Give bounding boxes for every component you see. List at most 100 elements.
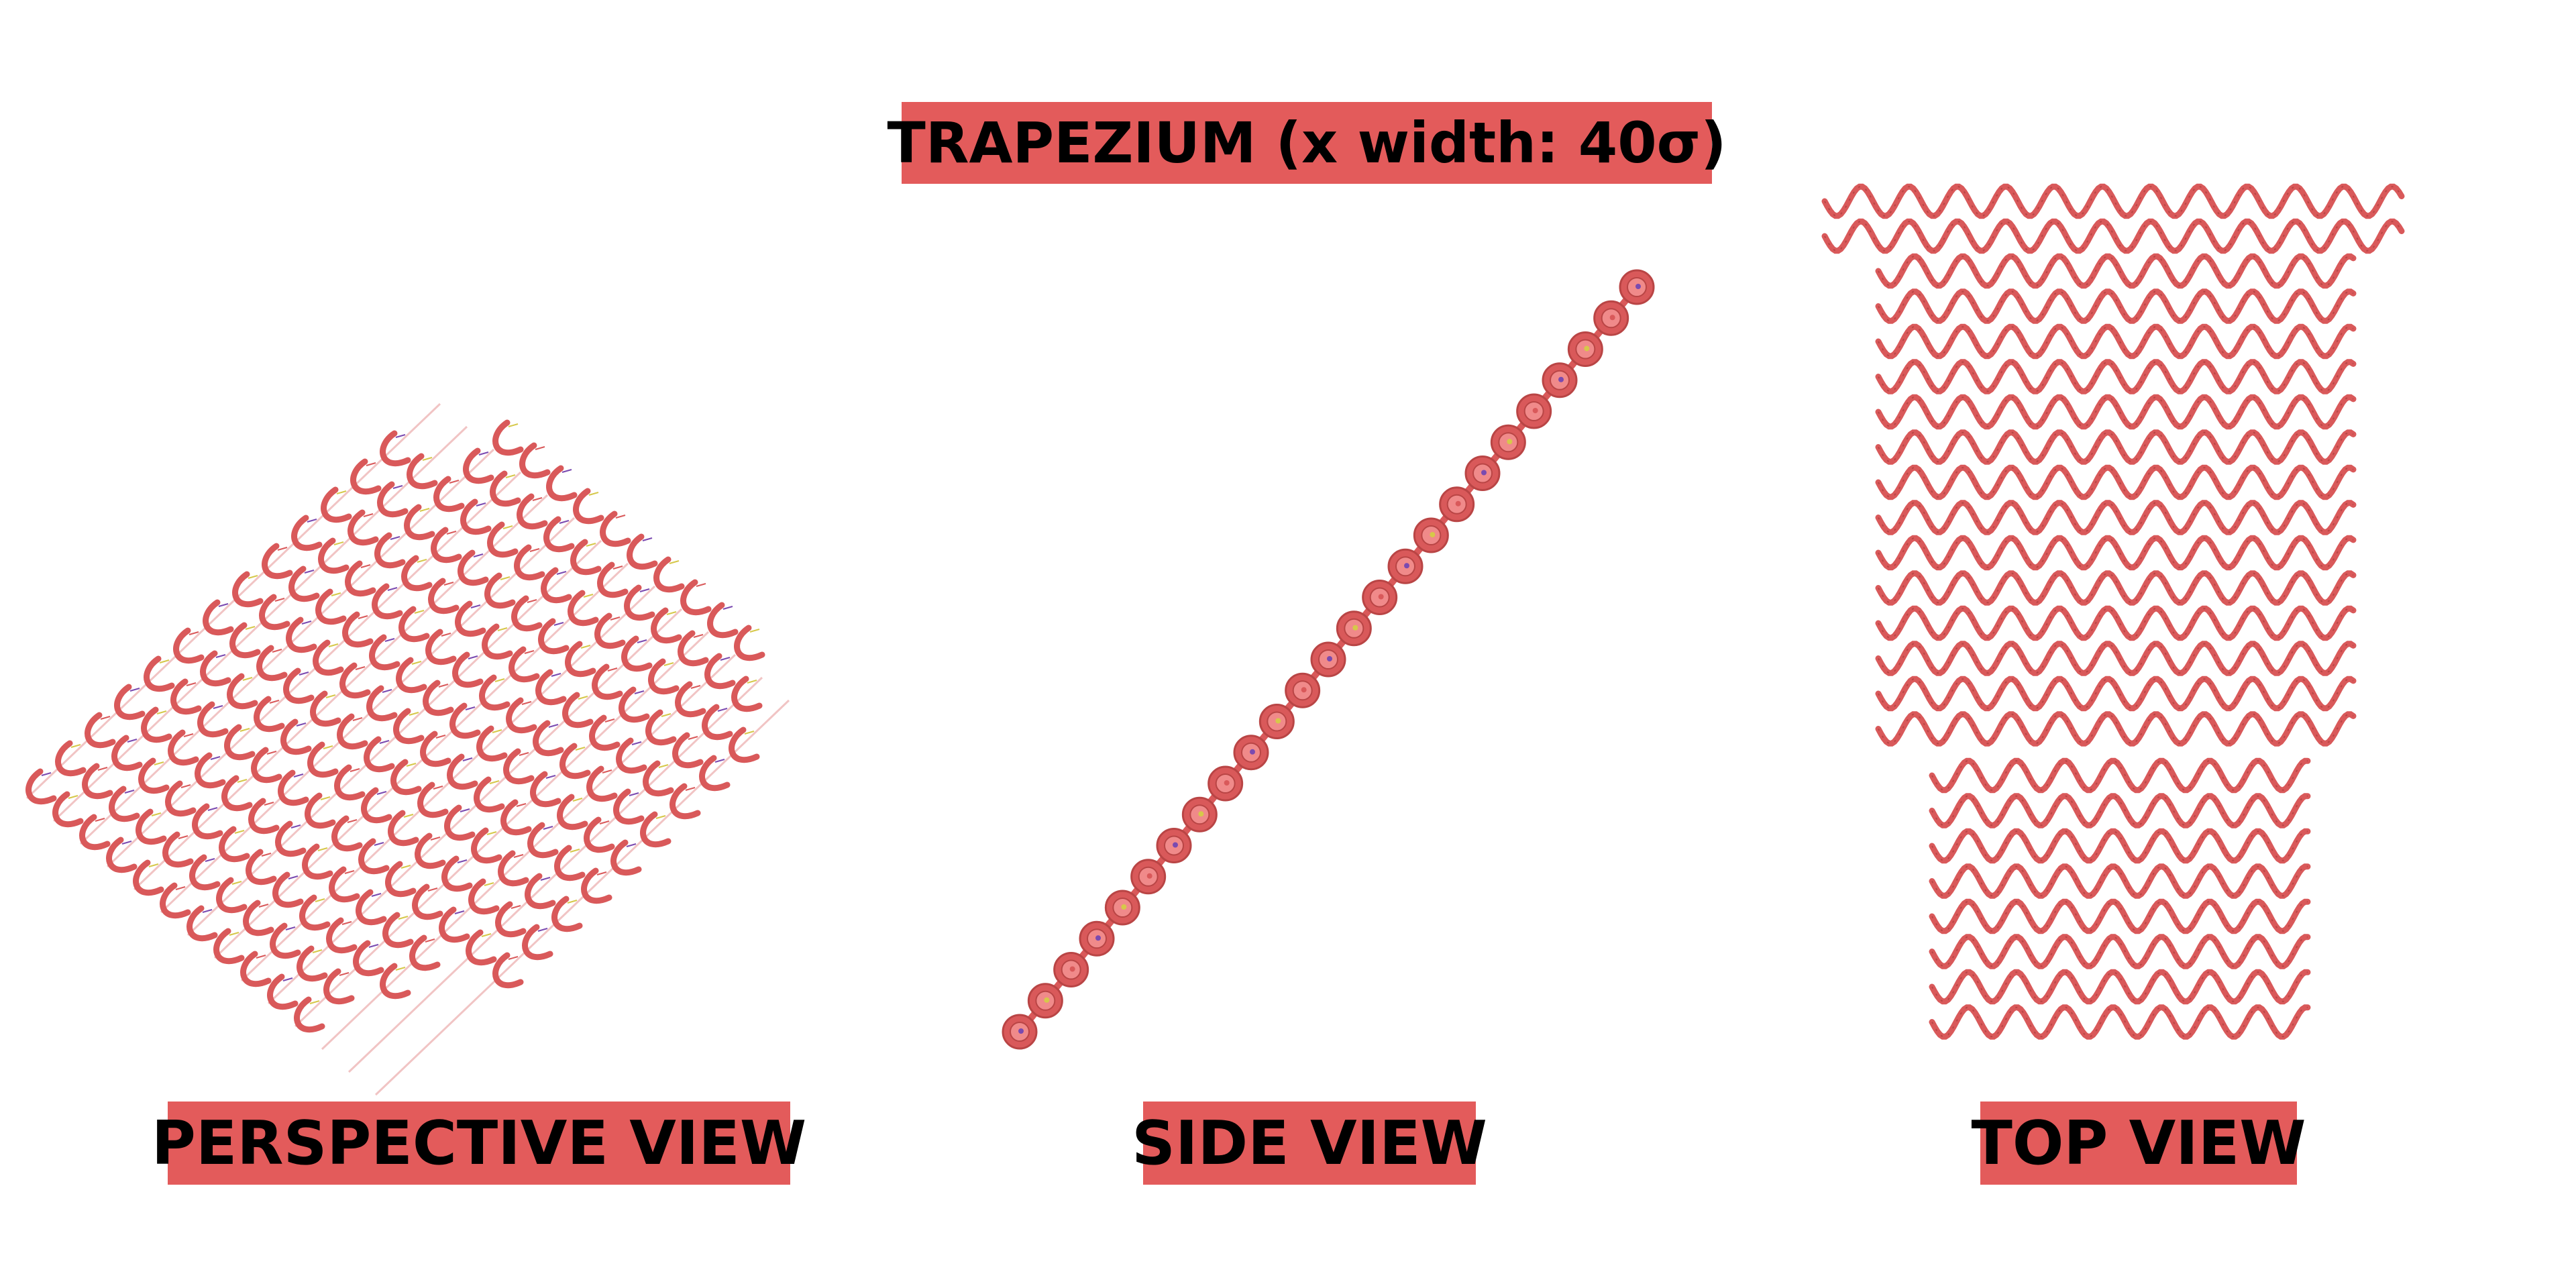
perspective-basepair xyxy=(626,843,637,847)
perspective-basepair xyxy=(186,682,197,686)
perspective-basepair xyxy=(183,733,194,737)
perspective-basepair xyxy=(234,830,245,834)
perspective-basepair xyxy=(588,492,599,496)
perspective-basepair xyxy=(70,744,81,748)
perspective-arc xyxy=(291,515,323,551)
perspective-basepair xyxy=(237,779,248,783)
perspective-arc xyxy=(557,794,588,830)
perspective-basepair xyxy=(567,900,578,904)
perspective-arc xyxy=(675,681,706,718)
perspective-basepair xyxy=(524,650,535,654)
perspective-arc xyxy=(114,684,146,720)
perspective-basepair xyxy=(508,423,519,427)
perspective-basepair xyxy=(178,835,189,839)
top-strand-row xyxy=(1875,464,2357,500)
perspective-basepair xyxy=(180,784,191,788)
perspective-basepair xyxy=(360,564,371,568)
perspective-basepair xyxy=(631,741,642,745)
perspective-strand xyxy=(347,676,763,1073)
perspective-arc xyxy=(297,945,328,982)
perspective-arc xyxy=(562,692,594,729)
top-strand-row xyxy=(1875,570,2357,606)
side-helix-basepair xyxy=(1224,780,1230,786)
perspective-arc xyxy=(85,712,116,749)
perspective-arc xyxy=(463,447,494,484)
perspective-basepair xyxy=(586,543,596,547)
perspective-arc xyxy=(278,769,309,806)
perspective-basepair xyxy=(532,497,543,501)
perspective-arc xyxy=(498,850,529,887)
perspective-strand xyxy=(25,402,441,800)
perspective-arc xyxy=(680,579,712,616)
perspective-arc xyxy=(380,430,411,467)
perspective-basepair xyxy=(443,582,454,586)
perspective-basepair xyxy=(379,740,390,744)
perspective-basepair xyxy=(722,606,733,610)
perspective-basepair xyxy=(427,888,438,892)
perspective-basepair xyxy=(325,694,336,698)
perspective-arc xyxy=(425,629,457,665)
perspective-basepair xyxy=(148,863,159,867)
perspective-arc xyxy=(458,549,489,586)
perspective-arc xyxy=(653,556,685,593)
perspective-arc xyxy=(616,737,647,774)
top-strand-row xyxy=(1821,218,2405,254)
side-helix-basepair xyxy=(1507,439,1513,445)
perspective-arc xyxy=(592,663,623,700)
top-strand-row xyxy=(1929,898,2311,934)
side-helix-basepair xyxy=(1301,687,1307,693)
top-strand-row xyxy=(1875,253,2357,289)
perspective-basepair xyxy=(202,909,213,913)
perspective-arc xyxy=(270,922,301,959)
perspective-basepair xyxy=(511,905,521,909)
perspective-arc xyxy=(288,566,320,602)
perspective-basepair xyxy=(256,955,266,959)
perspective-arc xyxy=(337,713,368,750)
diagram-title: TRAPEZIUM (x width: 40σ) xyxy=(888,102,1727,184)
perspective-arc xyxy=(353,940,384,977)
perspective-basepair xyxy=(457,859,468,863)
perspective-basepair xyxy=(543,826,553,830)
perspective-view-lattice xyxy=(25,402,790,1096)
perspective-basepair xyxy=(570,849,580,853)
top-strand-row xyxy=(1875,429,2357,465)
perspective-basepair xyxy=(272,649,282,653)
perspective-basepair xyxy=(639,588,650,592)
perspective-arc xyxy=(517,493,548,530)
perspective-basepair xyxy=(395,967,406,971)
perspective-arc xyxy=(707,602,739,639)
perspective-arc xyxy=(409,934,441,971)
perspective-arc xyxy=(390,759,422,796)
perspective-arc xyxy=(347,509,379,546)
perspective-basepair xyxy=(441,633,451,637)
top-strand-row xyxy=(1929,793,2311,828)
perspective-arc xyxy=(492,419,524,456)
perspective-arc xyxy=(417,782,449,818)
side-helix-basepair xyxy=(1250,749,1255,755)
perspective-basepair xyxy=(690,685,701,689)
perspective-basepair xyxy=(561,469,572,473)
perspective-basepair xyxy=(398,916,409,920)
perspective-basepair xyxy=(489,780,500,784)
perspective-strand xyxy=(294,631,710,1028)
perspective-arc xyxy=(385,861,417,898)
perspective-basepair xyxy=(317,847,328,851)
side-helix-basepair xyxy=(1327,656,1332,661)
perspective-arc xyxy=(377,481,409,518)
perspective-basepair xyxy=(41,772,52,776)
perspective-arc xyxy=(514,544,545,581)
perspective-basepair xyxy=(497,627,508,631)
top-strand-row xyxy=(1875,676,2357,712)
perspective-basepair xyxy=(527,599,537,603)
perspective-arc xyxy=(374,532,406,569)
perspective-basepair xyxy=(583,594,594,598)
perspective-arc xyxy=(55,740,87,777)
side-helix-basepair xyxy=(1275,718,1281,724)
perspective-arc xyxy=(372,583,403,620)
top-view-lattice xyxy=(1821,183,2405,1040)
perspective-basepair xyxy=(572,798,583,802)
perspective-basepair xyxy=(508,956,519,960)
perspective-basepair xyxy=(602,769,612,773)
top-strand-row xyxy=(1875,359,2357,394)
